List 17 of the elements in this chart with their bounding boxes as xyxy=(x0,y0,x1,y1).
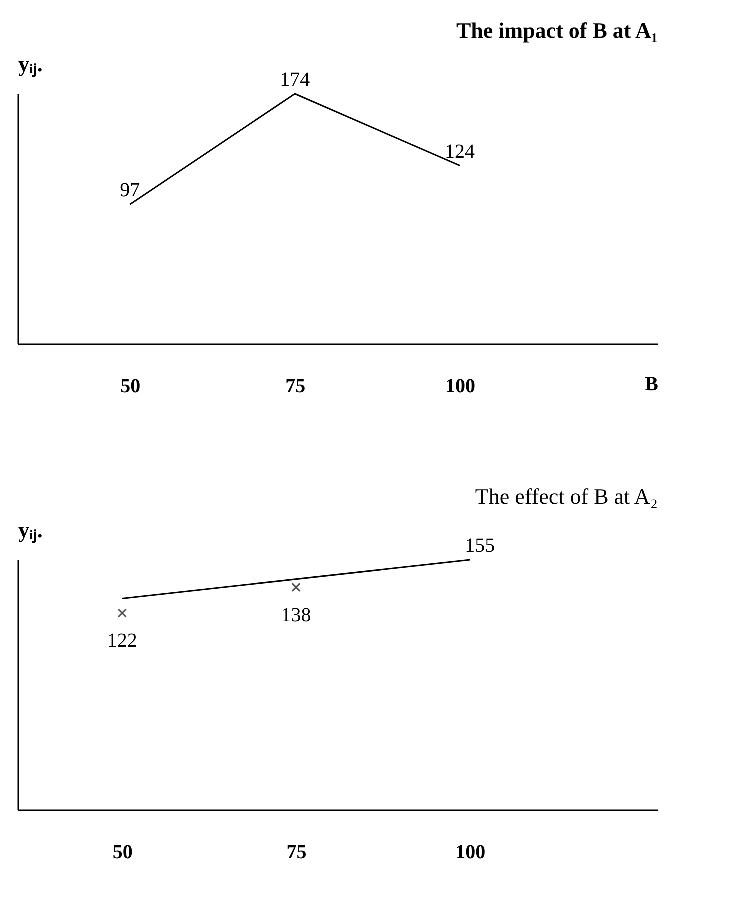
data-label: 124 xyxy=(445,140,476,163)
chart-title: The impact of B at A₁ xyxy=(456,18,658,43)
x-tick-label: 50 xyxy=(120,376,141,398)
y-axis-title: yᵢⱼ. xyxy=(18,518,43,544)
chart-title: The effect of B at A₂ xyxy=(475,484,658,509)
data-label: 122 xyxy=(107,630,138,652)
x-tick-label: 50 xyxy=(112,842,133,864)
x-tick-label: 100 xyxy=(456,842,486,864)
y-axis-title: yᵢⱼ. xyxy=(18,52,43,78)
data-label: 138 xyxy=(281,604,312,626)
data-label: 174 xyxy=(280,69,310,91)
x-tick-label: 75 xyxy=(286,842,307,864)
data-label: 97 xyxy=(120,180,140,202)
data-label: 155 xyxy=(465,535,496,557)
x-tick-label: 75 xyxy=(286,376,306,398)
x-axis-title: B xyxy=(645,374,658,396)
x-tick-label: 100 xyxy=(446,376,476,398)
